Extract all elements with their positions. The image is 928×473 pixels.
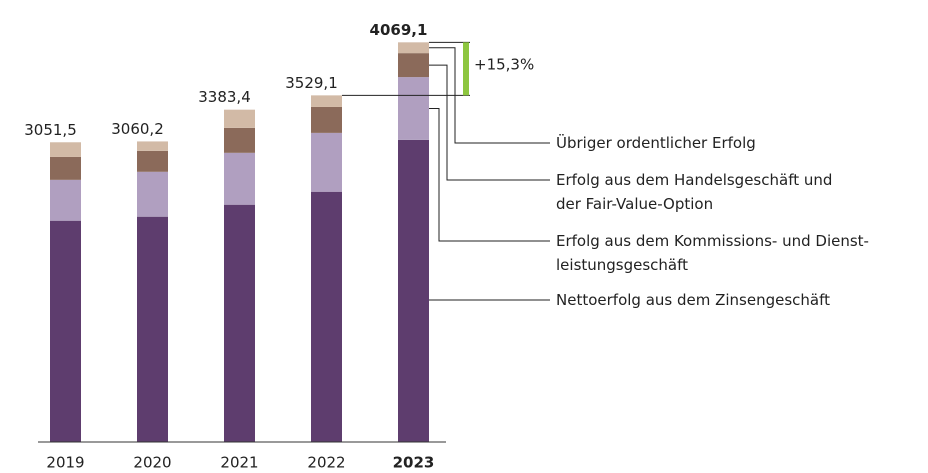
bar-segment: [50, 220, 81, 442]
x-tick-label: 2022: [307, 454, 345, 472]
bar-segment: [137, 150, 168, 172]
bar-segment: [50, 142, 81, 157]
total-label: 3060,2: [111, 120, 164, 138]
legend-label: Übriger ordentlicher Erfolg: [556, 134, 756, 152]
x-tick-label: 2020: [133, 454, 171, 472]
bar-segment: [137, 141, 168, 151]
bar-segment: [311, 106, 342, 133]
x-tick-label: 2019: [46, 454, 84, 472]
x-tick-label: 2021: [220, 454, 258, 472]
bar-segment: [224, 152, 255, 205]
bar-segment: [137, 216, 168, 442]
bar-segment: [224, 127, 255, 153]
leader-line: [429, 47, 550, 144]
leader-line: [429, 64, 550, 181]
bar-segment: [311, 132, 342, 192]
bar-segment: [311, 95, 342, 107]
change-bar: [463, 42, 469, 96]
legend-label: Erfolg aus dem Kommissions- und Dienst- …: [556, 232, 869, 274]
bar-segment: [224, 204, 255, 442]
bar-segment: [398, 53, 429, 78]
total-label: 4069,1: [370, 21, 428, 39]
total-label: 3051,5: [24, 121, 77, 139]
bar-segment: [224, 109, 255, 128]
bar-segment: [50, 156, 81, 180]
leader-line: [429, 107, 550, 242]
total-label: 3529,1: [285, 74, 338, 92]
bar-segment: [398, 77, 429, 140]
bar-segment: [311, 191, 342, 442]
x-tick-label: 2023: [393, 454, 435, 472]
bar-segment: [137, 171, 168, 217]
bar-segment: [50, 179, 81, 221]
legend-label: Erfolg aus dem Handelsgeschäft und der F…: [556, 171, 833, 213]
legend-label: Nettoerfolg aus dem Zinsengeschäft: [556, 291, 831, 309]
bar-segment: [398, 42, 429, 54]
bar-segment: [398, 139, 429, 442]
change-label: +15,3%: [474, 55, 534, 73]
total-label: 3383,4: [198, 88, 251, 106]
